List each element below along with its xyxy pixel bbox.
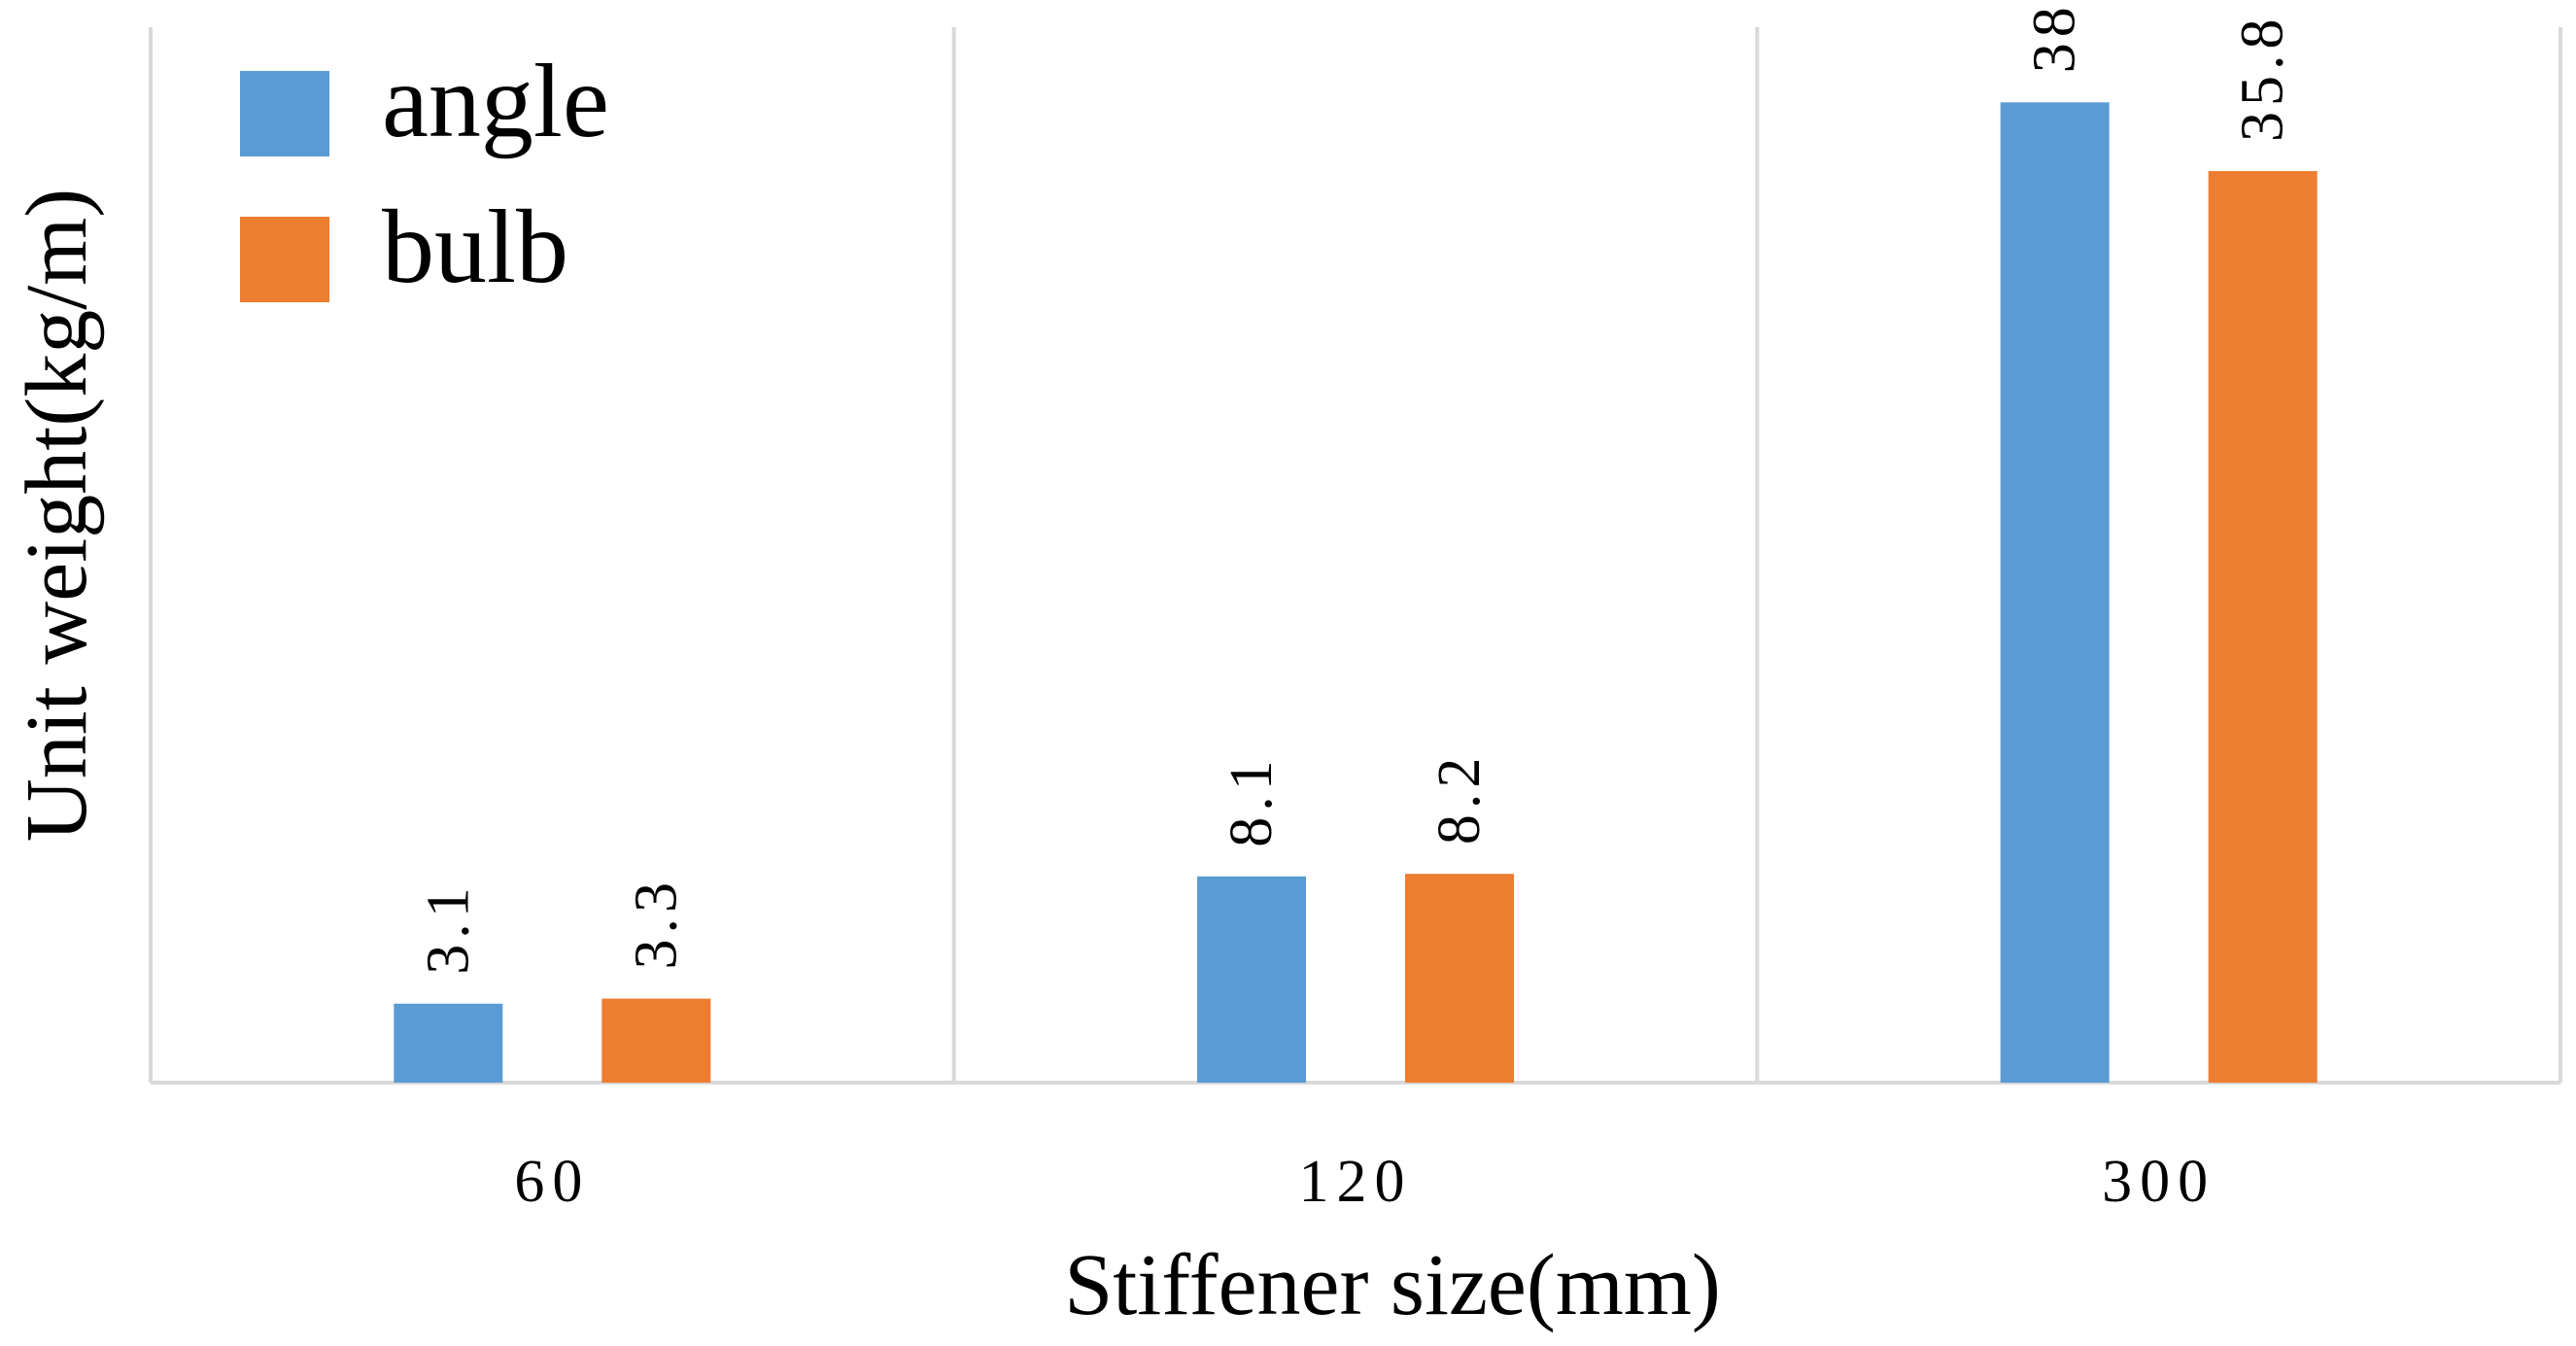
x-tick-label-300: 300 xyxy=(2102,1149,2215,1215)
x-tick-labels: 60 120 300 xyxy=(514,1149,2215,1215)
legend: angle bulb xyxy=(240,44,609,305)
legend-label-angle: angle xyxy=(382,44,609,159)
bar-angle-60 xyxy=(394,1003,503,1083)
x-tick-label-120: 120 xyxy=(1299,1149,1413,1215)
x-tick-label-60: 60 xyxy=(514,1149,590,1215)
bar-bulb-120 xyxy=(1405,874,1514,1083)
data-label-bulb-60: 3.3 xyxy=(623,877,689,970)
bar-angle-120 xyxy=(1197,876,1306,1083)
data-label-angle-120: 8.1 xyxy=(1219,754,1285,847)
legend-swatch-bulb xyxy=(240,217,329,302)
bars-layer xyxy=(394,102,2318,1084)
y-axis-title: Unit weight(kg/m) xyxy=(9,189,105,842)
legend-swatch-angle xyxy=(240,71,329,156)
grid-layer xyxy=(149,27,2562,1085)
data-label-angle-60: 3.1 xyxy=(415,881,481,975)
data-label-bulb-120: 8.2 xyxy=(1426,752,1493,846)
bar-bulb-300 xyxy=(2208,171,2318,1084)
data-labels-layer: 3.1 3.3 8.1 8.2 38.5 35.8 xyxy=(415,0,2295,975)
x-axis-title: Stiffener size(mm) xyxy=(1064,1237,1721,1333)
data-label-angle-300: 38.5 xyxy=(2022,0,2088,73)
bar-angle-300 xyxy=(2000,102,2110,1084)
legend-label-bulb: bulb xyxy=(382,190,568,305)
bar-bulb-60 xyxy=(601,998,711,1083)
data-label-bulb-300: 35.8 xyxy=(2230,14,2296,143)
